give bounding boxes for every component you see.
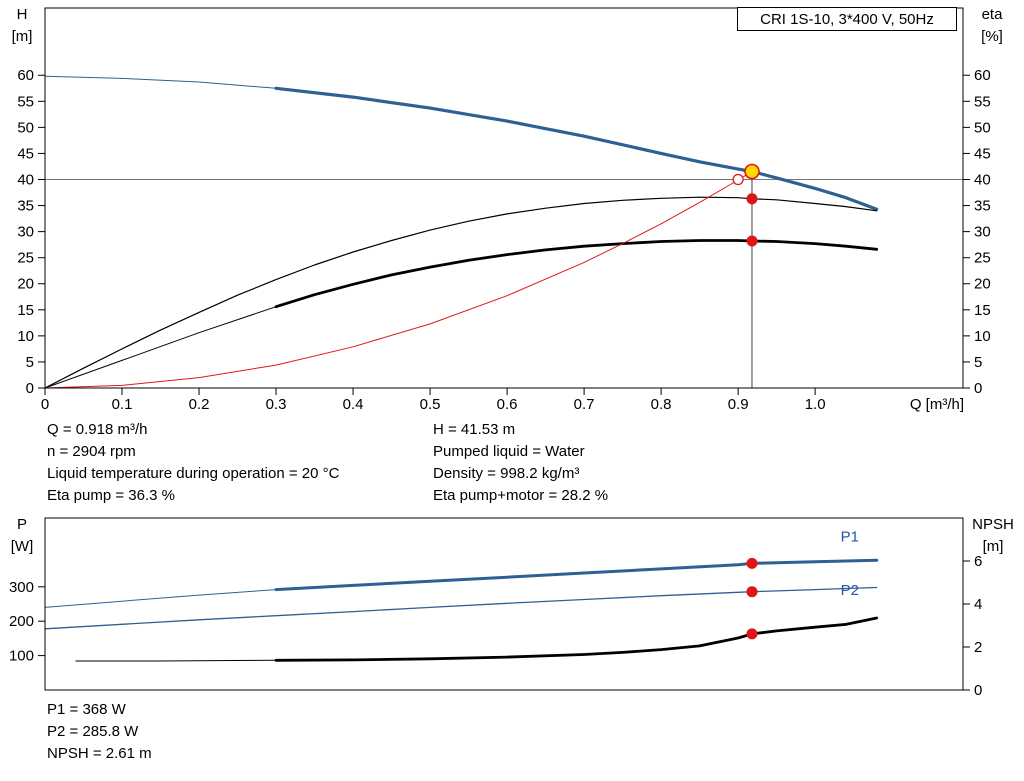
eta-axis-name: eta <box>981 6 1003 23</box>
npsh-curve <box>274 616 879 662</box>
chart-hq: 0 5 10 15 20 25 30 35 40 45 50 55 60 0 5 10 15 20 25 30 35 40… <box>17 7 991 413</box>
npsh-result-text: NPSH = 2.61 m <box>47 745 152 762</box>
tick-label: 50 <box>17 119 34 136</box>
system-curve <box>44 171 753 389</box>
duty-head-text: H = 41.53 m <box>433 421 516 438</box>
tick-label: 10 <box>17 328 34 345</box>
tick-label: 40 <box>17 171 34 188</box>
duty-density-text: Density = 998.2 kg/m³ <box>433 465 580 482</box>
power-axis-unit: [W] <box>10 538 34 555</box>
flow-axis-label: Q [m³/h] <box>909 396 964 413</box>
eta-pump-motor-curve <box>274 239 879 309</box>
tick-label: 0 <box>974 380 982 397</box>
tick-label: 200 <box>9 613 34 630</box>
tick-label: 0.3 <box>266 396 287 413</box>
p1-result-text: P1 = 368 W <box>47 701 126 718</box>
tick-label: 2 <box>974 639 982 656</box>
duty-eta-pump-text: Eta pump = 36.3 % <box>47 487 175 504</box>
p1-curve-min-flow <box>44 589 277 608</box>
tick-label: 40 <box>974 171 991 188</box>
npsh-axis-unit: [m] <box>982 538 1004 555</box>
eta-axis-unit: [%] <box>981 28 1003 45</box>
tick-label: 25 <box>974 250 991 267</box>
tick-label: 15 <box>17 302 34 319</box>
tick-label: 30 <box>974 224 991 241</box>
head-curve <box>274 86 879 211</box>
tick-label: 30 <box>17 224 34 241</box>
tick-label: 4 <box>974 596 982 613</box>
series-label-p1: P1 <box>841 528 859 545</box>
tick-label: 60 <box>974 67 991 84</box>
tick-label: 0 <box>26 380 34 397</box>
tick-label: 0.9 <box>728 396 749 413</box>
tick-label: 300 <box>9 579 34 596</box>
tick-label: 1.0 <box>805 396 826 413</box>
tick-label: 6 <box>974 553 982 570</box>
tick-label: 20 <box>17 276 34 293</box>
duty-speed-text: n = 2904 rpm <box>47 443 136 460</box>
duty-point-actual <box>744 163 760 180</box>
tick-label: 5 <box>26 354 34 371</box>
pump-title-box: CRI 1S-10, 3*400 V, 50Hz <box>737 7 957 31</box>
tick-label: 55 <box>17 93 34 110</box>
tick-label: 0.6 <box>497 396 518 413</box>
head-axis-name: H <box>16 6 28 23</box>
series-label-p2: P2 <box>841 582 859 599</box>
tick-label: 0.8 <box>651 396 672 413</box>
tick-label: 0.1 <box>112 396 133 413</box>
tick-label: 0 <box>41 396 49 413</box>
tick-label: 25 <box>17 250 34 267</box>
tick-label: 50 <box>974 119 991 136</box>
tick-label: 100 <box>9 648 34 665</box>
npsh-point <box>746 628 758 640</box>
tick-label: 10 <box>974 328 991 345</box>
tick-label: 55 <box>974 93 991 110</box>
p2-curve <box>44 586 878 630</box>
tick-label: 20 <box>974 276 991 293</box>
duty-point-specified <box>732 173 744 186</box>
tick-label: 45 <box>17 145 34 162</box>
tick-label: 35 <box>974 198 991 215</box>
pump-title-text: CRI 1S-10, 3*400 V, 50Hz <box>760 10 934 28</box>
head-axis-unit: [m] <box>11 28 33 45</box>
tick-label: 0 <box>974 682 982 699</box>
duty-temperature-text: Liquid temperature during operation = 20… <box>47 465 340 482</box>
tick-label: 15 <box>974 302 991 319</box>
duty-flow-text: Q = 0.918 m³/h <box>47 421 148 438</box>
tick-label: 0.4 <box>343 396 364 413</box>
tick-label: 45 <box>974 145 991 162</box>
duty-info-right-column: H = 41.53 m Pumped liquid = Water Densit… <box>433 419 608 507</box>
p2-result-text: P2 = 285.8 W <box>47 723 139 740</box>
tick-label: 35 <box>17 198 34 215</box>
tick-label: 60 <box>17 67 34 84</box>
eta-pump-motor-min-flow <box>44 306 277 389</box>
power-info-block: P1 = 368 W P2 = 285.8 W NPSH = 2.61 m <box>47 699 152 765</box>
eta-pump-motor-point <box>746 235 758 247</box>
power-axis-name: P <box>16 516 27 533</box>
tick-label: 0.5 <box>420 396 441 413</box>
p1-curve <box>274 558 879 592</box>
duty-info-left-column: Q = 0.918 m³/h n = 2904 rpm Liquid tempe… <box>47 419 339 507</box>
chart-power-npsh: 100 200 300 0 2 4 6 P1 P2 <box>9 517 982 699</box>
tick-label: 0.2 <box>189 396 210 413</box>
chart-frame <box>44 7 964 389</box>
p2-point <box>746 586 758 598</box>
npsh-curve-min-flow <box>75 659 277 662</box>
tick-label: 0.7 <box>574 396 595 413</box>
duty-eta-total-text: Eta pump+motor = 28.2 % <box>433 487 609 504</box>
tick-label: 5 <box>974 354 982 371</box>
p1-point <box>746 557 758 569</box>
head-curve-min-flow <box>44 75 277 89</box>
npsh-axis-name: NPSH <box>972 516 1014 533</box>
duty-liquid-text: Pumped liquid = Water <box>433 443 585 460</box>
eta-pump-point <box>746 193 758 205</box>
